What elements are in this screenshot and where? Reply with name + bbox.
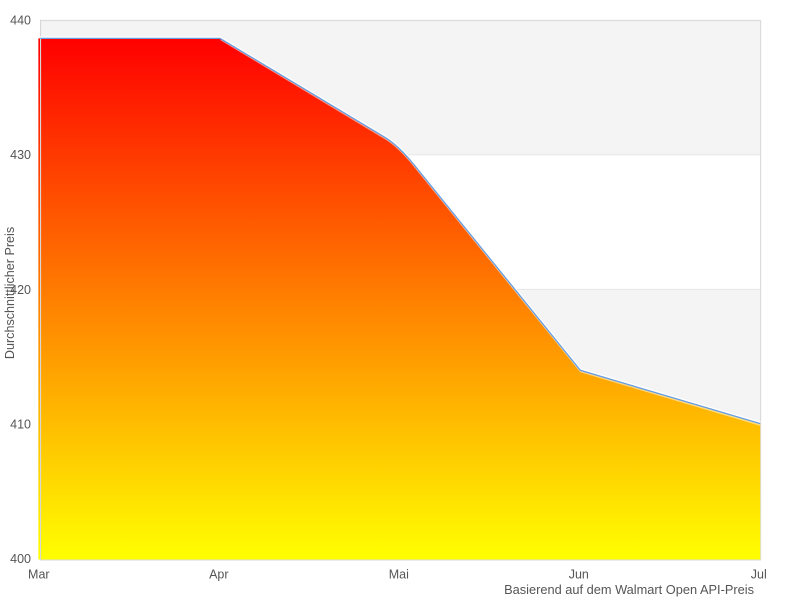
svg-text:420: 420: [10, 283, 31, 297]
svg-text:Mar: Mar: [28, 568, 50, 582]
svg-text:400: 400: [10, 552, 31, 566]
svg-text:430: 430: [10, 148, 31, 162]
svg-text:Jul: Jul: [751, 568, 767, 582]
svg-text:Apr: Apr: [209, 568, 228, 582]
svg-text:Jun: Jun: [569, 568, 589, 582]
svg-text:410: 410: [10, 417, 31, 431]
svg-text:Durchschnittlicher Preis: Durchschnittlicher Preis: [3, 227, 17, 359]
svg-text:Basierend auf dem Walmart Open: Basierend auf dem Walmart Open API-Preis: [504, 582, 754, 597]
svg-text:440: 440: [10, 14, 31, 28]
svg-text:Mai: Mai: [389, 568, 409, 582]
